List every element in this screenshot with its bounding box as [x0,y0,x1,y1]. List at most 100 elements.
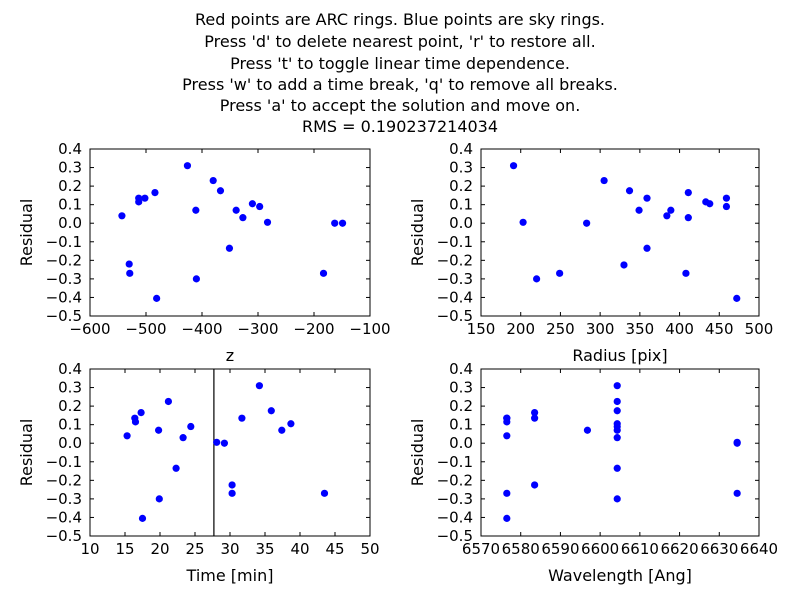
data-point [613,426,621,434]
y-tick-label: 0.1 [58,196,82,214]
y-tick-label: 0.3 [58,159,82,177]
data-point [267,407,275,415]
x-tick-label: 350 [626,320,655,338]
y-tick-label: 0.3 [449,159,473,177]
data-point [216,187,225,195]
data-point [137,409,145,417]
data-point [503,414,511,422]
y-tick-label: 0.1 [449,416,473,434]
data-point [248,200,256,208]
data-point [213,438,221,446]
x-tick-label: 25 [185,540,204,558]
data-point [155,495,163,503]
y-tick-label: 0.1 [449,196,473,214]
y-tick-label: 0.0 [449,434,473,452]
x-tick-label: −300 [237,320,278,338]
data-point [179,434,187,442]
title-line-2: Press 'd' to delete nearest point, 'r' t… [204,32,596,51]
data-point [620,261,628,269]
x-tick-label: 40 [290,540,309,558]
data-point [228,489,236,497]
x-axis-label: Time [min] [186,566,274,585]
x-tick-label: 45 [325,540,344,558]
data-point [187,422,195,431]
data-point [531,481,539,489]
data-point [583,426,592,434]
title-line-4: Press 'w' to add a time break, 'q' to re… [182,75,618,94]
data-point [643,244,651,252]
x-axis-label: Wavelength [Ang] [548,566,692,585]
axes-frame [89,148,371,317]
data-point [684,189,692,197]
data-point [338,219,347,227]
data-point [684,214,692,222]
data-point [287,420,295,428]
y-axis-label: Residual [408,419,427,487]
data-point [722,194,731,202]
data-point [183,162,192,170]
data-point [331,219,339,227]
y-tick-label: −0.3 [437,490,473,508]
data-point [503,489,511,497]
data-point [519,218,527,226]
y-tick-label: −0.1 [46,233,82,251]
data-point [255,382,263,390]
y-tick-label: −0.2 [437,251,473,269]
y-tick-label: −0.2 [46,251,82,269]
data-point [123,432,131,440]
data-point [192,206,200,214]
data-point [722,202,731,211]
y-tick-label: −0.1 [437,453,473,471]
x-tick-label: −500 [125,320,166,338]
data-point [682,269,690,277]
x-tick-label: 6610 [621,540,659,558]
x-tick-label: 35 [255,540,274,558]
x-tick-label: 6620 [660,540,698,558]
data-point [239,214,247,222]
data-point [192,275,200,283]
data-point [613,434,621,442]
data-point [164,397,172,406]
y-tick-label: −0.1 [46,453,82,471]
x-tick-label: −100 [349,320,390,338]
y-tick-label: −0.1 [437,233,473,251]
data-point [232,206,240,214]
y-tick-label: −0.4 [437,288,473,306]
y-tick-label: −0.4 [46,288,82,306]
y-tick-label: 0.4 [58,360,82,378]
data-point [733,439,741,447]
x-tick-label: 250 [546,320,575,338]
y-tick-label: 0.2 [58,397,82,415]
y-tick-label: 0.1 [58,416,82,434]
x-tick-label: 500 [745,320,774,338]
data-point [209,176,217,185]
y-tick-label: 0.0 [58,434,82,452]
x-tick-label: 300 [586,320,615,338]
title-line-1: Red points are ARC rings. Blue points ar… [194,10,606,29]
y-tick-label: −0.5 [437,307,473,325]
data-point [613,407,621,415]
x-tick-label: 10 [80,540,99,558]
data-point [153,294,161,302]
data-point [533,275,541,283]
scatter-panel-4: 6570 6580 6590 6600 6610 6620 6630 6640 −0.5−0.4… [408,360,778,585]
data-point [225,244,234,252]
y-tick-label: 0.2 [449,177,473,195]
data-point [155,426,163,434]
data-point [531,414,539,422]
data-point [613,397,621,406]
y-axis-label: Residual [17,419,36,487]
data-point [126,269,134,277]
data-point [531,409,539,417]
data-point [238,414,246,422]
y-tick-label: −0.2 [437,471,473,489]
x-axis-label: Radius [pix] [572,346,667,365]
data-point [733,294,741,302]
x-tick-label: 150 [467,320,496,338]
x-tick-label: 6640 [740,540,778,558]
axes-frame [89,368,371,537]
data-point [151,189,159,197]
data-point [509,162,518,170]
x-axis-label: z [226,346,234,365]
